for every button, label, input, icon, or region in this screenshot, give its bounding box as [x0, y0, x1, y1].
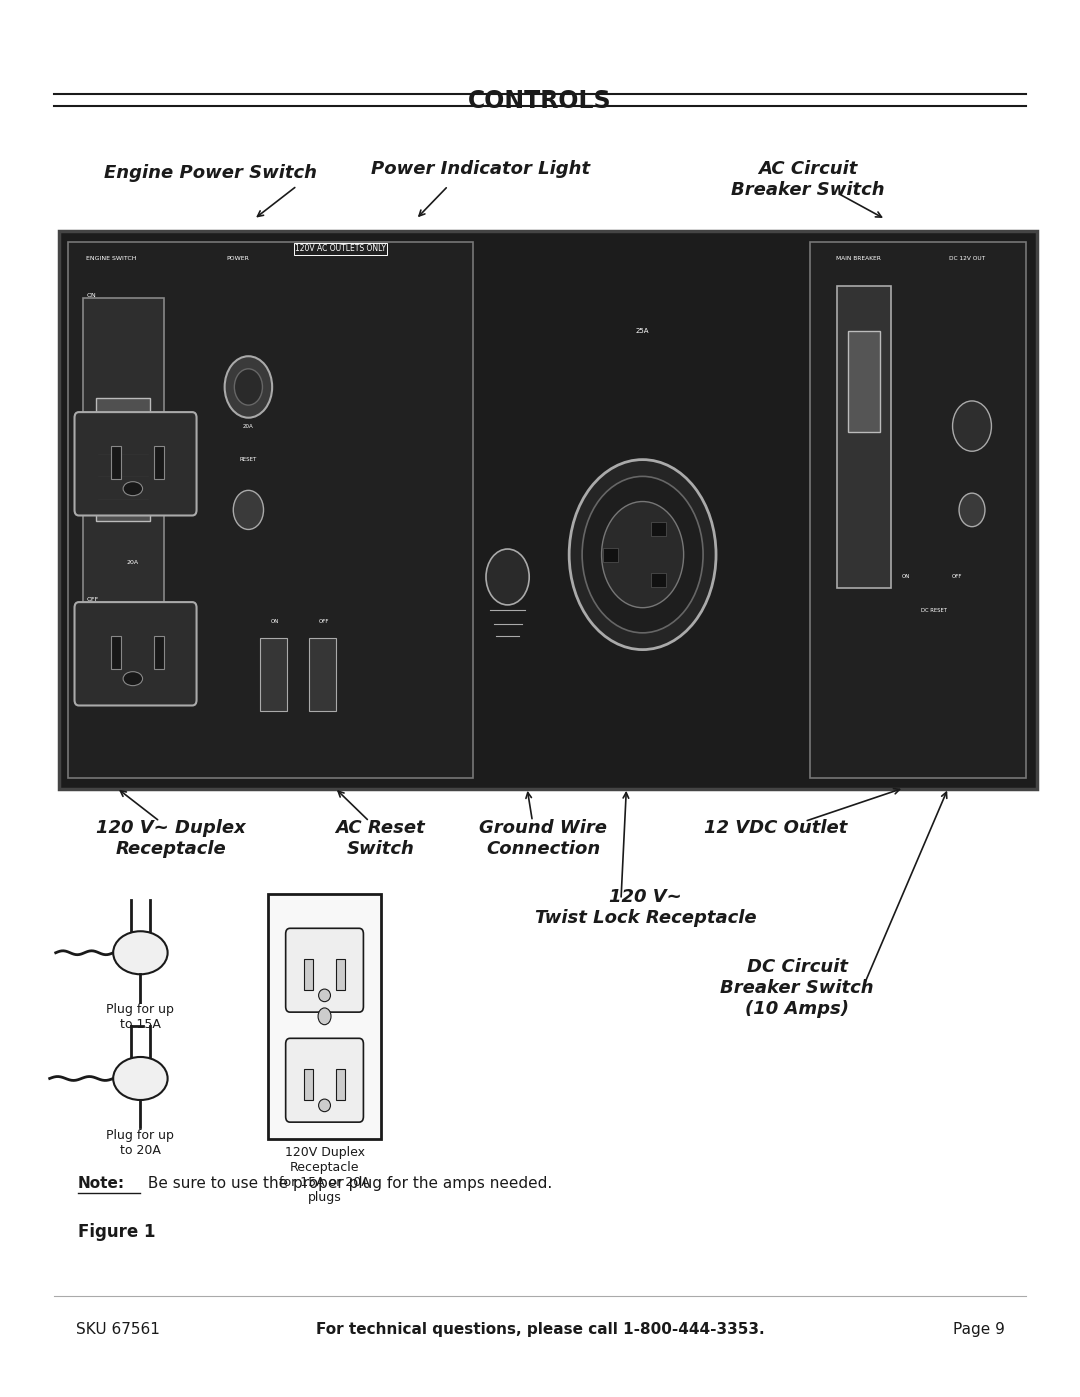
Ellipse shape: [123, 672, 143, 686]
Bar: [337, 958, 346, 989]
Text: Receptacle: Receptacle: [116, 841, 226, 858]
Bar: [260, 638, 287, 711]
Text: CONTROLS: CONTROLS: [469, 88, 611, 113]
Ellipse shape: [113, 1058, 167, 1099]
Text: DC RESET: DC RESET: [921, 608, 947, 613]
Ellipse shape: [319, 1099, 330, 1112]
Circle shape: [569, 460, 716, 650]
Bar: [305, 958, 313, 989]
Text: (10 Amps): (10 Amps): [745, 1000, 849, 1017]
Text: AC Reset: AC Reset: [335, 820, 426, 837]
Bar: [96, 398, 150, 521]
Text: 120V Duplex
Receptacle
for 15A or 20A
plugs: 120V Duplex Receptacle for 15A or 20A pl…: [279, 1146, 370, 1204]
Text: OFF: OFF: [951, 574, 962, 580]
Text: For technical questions, please call 1-800-444-3353.: For technical questions, please call 1-8…: [315, 1323, 765, 1337]
Circle shape: [234, 369, 262, 405]
FancyBboxPatch shape: [75, 602, 197, 705]
Bar: [111, 636, 121, 669]
Text: POWER: POWER: [227, 256, 249, 261]
Text: Note:: Note:: [78, 1176, 125, 1190]
Text: Switch: Switch: [347, 841, 414, 858]
Text: Be sure to use the proper plug for the amps needed.: Be sure to use the proper plug for the a…: [143, 1176, 552, 1190]
Text: DC Circuit: DC Circuit: [746, 958, 848, 975]
Circle shape: [959, 493, 985, 527]
FancyBboxPatch shape: [75, 412, 197, 515]
Bar: [651, 522, 666, 536]
Bar: [111, 446, 121, 479]
Text: ON: ON: [271, 619, 280, 624]
Circle shape: [602, 502, 684, 608]
Ellipse shape: [319, 989, 330, 1002]
Text: Plug for up
to 20A: Plug for up to 20A: [107, 1129, 174, 1157]
Text: 25A: 25A: [636, 328, 649, 334]
Text: Power Indicator Light: Power Indicator Light: [372, 161, 590, 177]
Text: 20A: 20A: [126, 560, 139, 566]
Text: Figure 1: Figure 1: [78, 1224, 156, 1241]
Text: MAIN BREAKER: MAIN BREAKER: [836, 256, 881, 261]
Text: Connection: Connection: [486, 841, 600, 858]
Text: 120 V~: 120 V~: [609, 888, 683, 905]
Ellipse shape: [113, 932, 167, 974]
Circle shape: [233, 490, 264, 529]
Bar: [337, 1069, 346, 1099]
Text: Engine Power Switch: Engine Power Switch: [104, 165, 318, 182]
Text: ON: ON: [840, 298, 849, 303]
Text: Ground Wire: Ground Wire: [480, 820, 607, 837]
Text: OFF: OFF: [840, 566, 852, 571]
Bar: [59, 231, 1037, 789]
Text: 120V AC OUTLETS ONLY: 120V AC OUTLETS ONLY: [295, 244, 386, 253]
Bar: [83, 298, 164, 633]
Text: OFF: OFF: [319, 619, 329, 624]
FancyBboxPatch shape: [285, 929, 363, 1011]
FancyBboxPatch shape: [285, 1038, 363, 1122]
Text: Page 9: Page 9: [953, 1323, 1004, 1337]
Ellipse shape: [123, 482, 143, 496]
Bar: [603, 548, 618, 562]
Bar: [651, 573, 666, 587]
Text: 120 V~ Duplex: 120 V~ Duplex: [96, 820, 245, 837]
Text: ON: ON: [902, 574, 910, 580]
Circle shape: [225, 356, 272, 418]
Text: Twist Lock Receptacle: Twist Lock Receptacle: [535, 909, 757, 926]
Bar: [837, 286, 891, 588]
Circle shape: [318, 1009, 330, 1025]
Bar: [268, 894, 381, 1139]
Text: 12 VDC Outlet: 12 VDC Outlet: [704, 820, 847, 837]
Bar: [810, 242, 1026, 778]
Circle shape: [486, 549, 529, 605]
Text: DC 12V OUT: DC 12V OUT: [948, 256, 985, 261]
Text: SKU 67561: SKU 67561: [76, 1323, 160, 1337]
Bar: [154, 446, 164, 479]
Text: Breaker Switch: Breaker Switch: [731, 182, 885, 198]
Text: ON: ON: [86, 293, 96, 299]
Bar: [848, 331, 880, 432]
Text: Plug for up
to 15A: Plug for up to 15A: [107, 1003, 174, 1031]
Circle shape: [953, 401, 991, 451]
Bar: [309, 638, 336, 711]
Text: ENGINE SWITCH: ENGINE SWITCH: [86, 256, 137, 261]
Text: 20A: 20A: [243, 423, 254, 429]
Text: OFF: OFF: [86, 597, 98, 602]
Bar: [305, 1069, 313, 1099]
Text: AC Circuit: AC Circuit: [758, 161, 858, 177]
Text: Breaker Switch: Breaker Switch: [720, 979, 874, 996]
Text: RESET: RESET: [240, 457, 257, 462]
Bar: [154, 636, 164, 669]
Circle shape: [582, 476, 703, 633]
Bar: [68, 242, 473, 778]
